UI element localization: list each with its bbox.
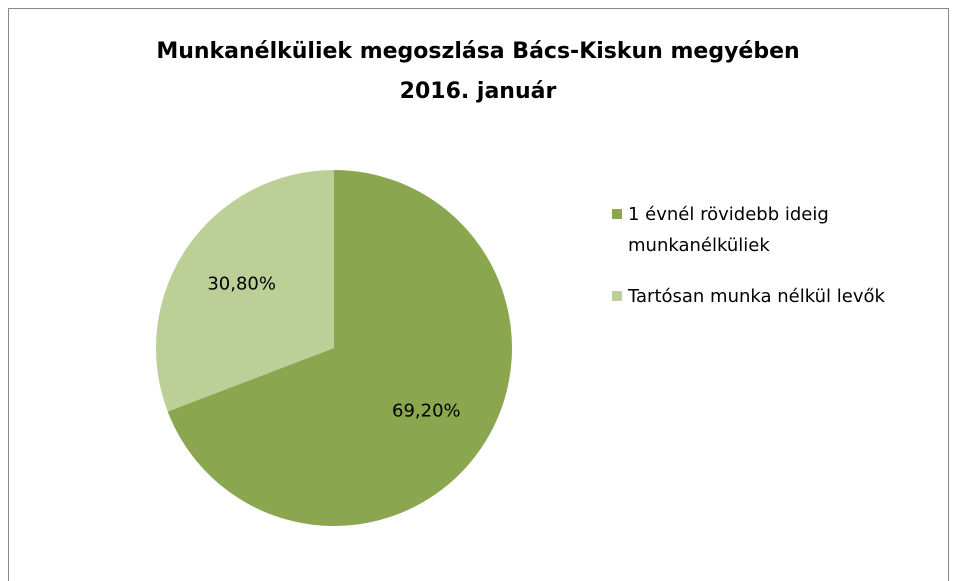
- legend-label: Tartósan munka nélkül levők: [628, 286, 885, 307]
- legend-swatch: [612, 209, 622, 219]
- chart-title: 2016. január: [400, 79, 557, 104]
- data-label: 69,20%: [392, 401, 461, 422]
- frame: [8, 8, 949, 581]
- pie-slice: [156, 170, 334, 412]
- pie-slice: [167, 170, 512, 526]
- legend-label: 1 évnél rövidebb ideig munkanélküliek: [628, 204, 829, 256]
- legend-swatch: [612, 291, 622, 301]
- chart-title: Munkanélküliek megoszlása Bács-Kiskun me…: [156, 39, 799, 64]
- legend: 1 évnél rövidebb ideig munkanélküliek Tar…: [612, 199, 942, 332]
- data-label: 30,80%: [207, 273, 276, 294]
- legend-item: 1 évnél rövidebb ideig munkanélküliek: [612, 199, 942, 261]
- legend-item: Tartósan munka nélkül levők: [612, 281, 942, 312]
